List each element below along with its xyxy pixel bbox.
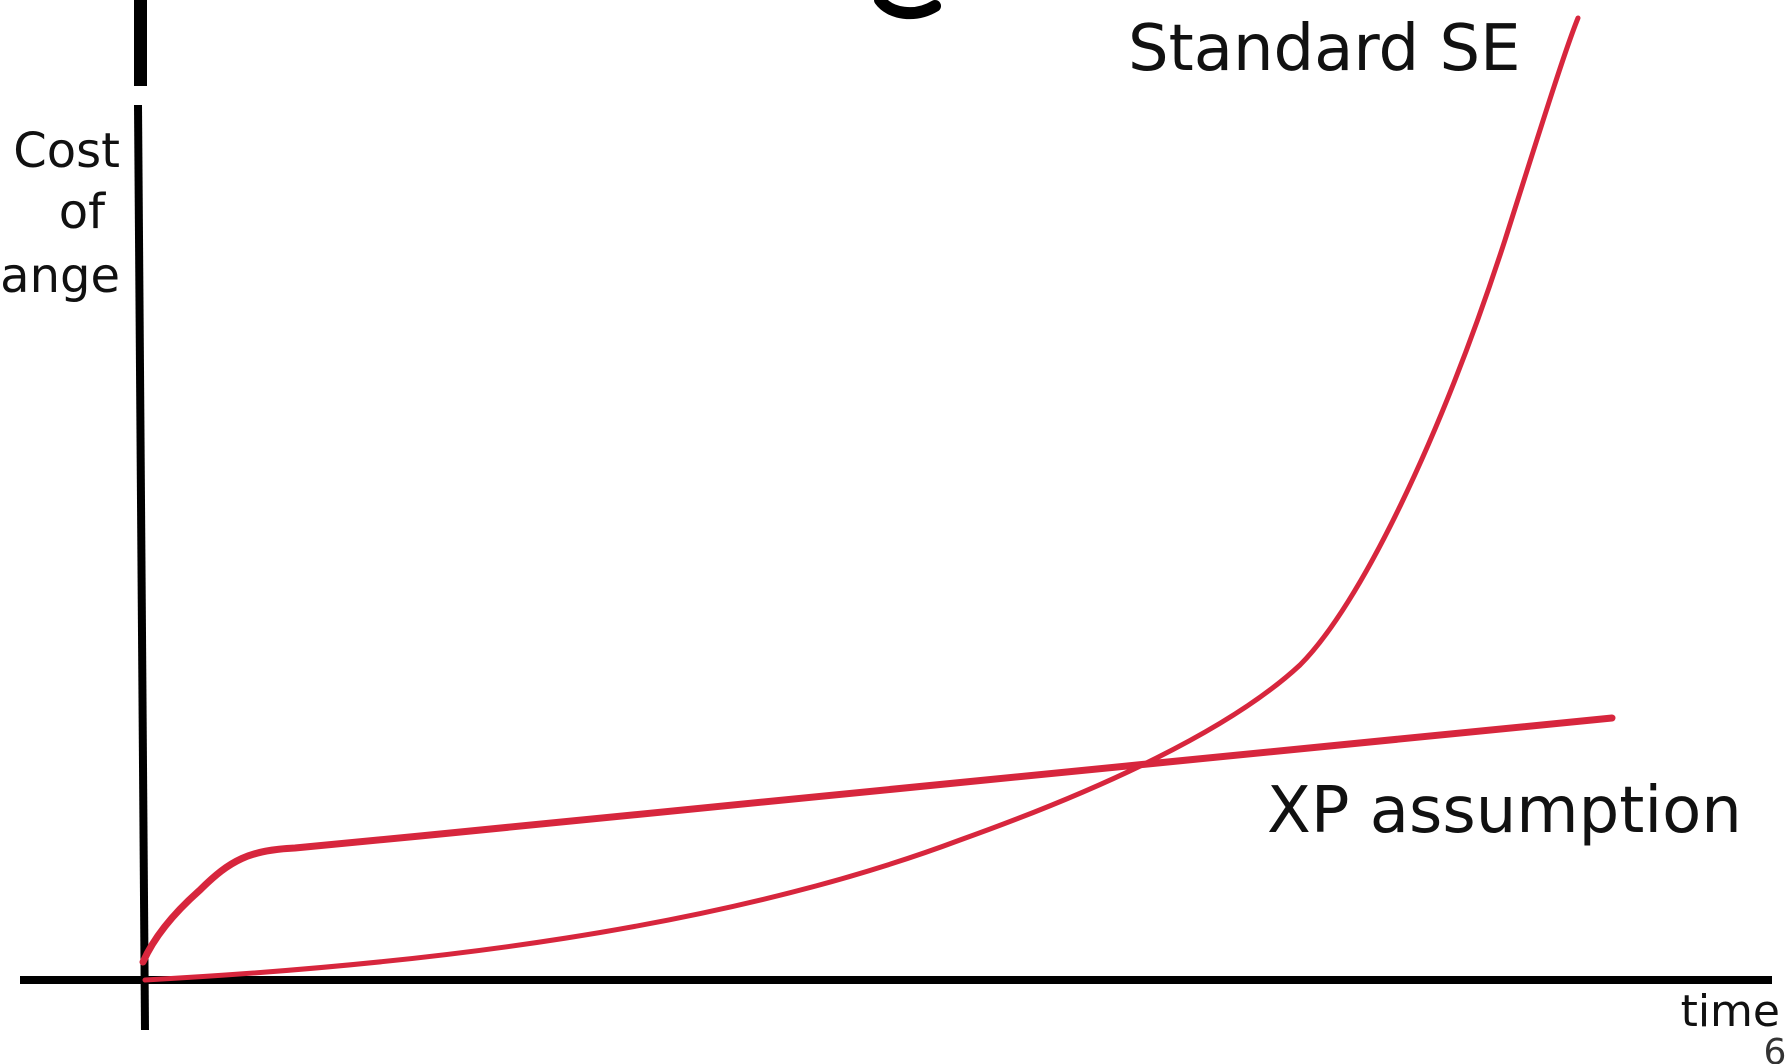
y-axis [134, 104, 149, 1031]
label-standard-se: Standard SE [1128, 12, 1521, 86]
top-left-bar [134, 0, 147, 86]
curve-xp-assumption [139, 714, 1616, 966]
cropped-title-glyph [874, 0, 941, 20]
curve-standard-se [142, 15, 1581, 983]
x-axis-label: time [1681, 986, 1780, 1037]
page-number: 6 [1764, 1032, 1787, 1064]
y-axis-label-line-2: of [59, 184, 106, 240]
y-axis-label-line-1: Cost [13, 123, 120, 179]
label-xp-assumption: XP assumption [1267, 774, 1742, 848]
y-axis-label-line-3: hange [0, 248, 120, 304]
